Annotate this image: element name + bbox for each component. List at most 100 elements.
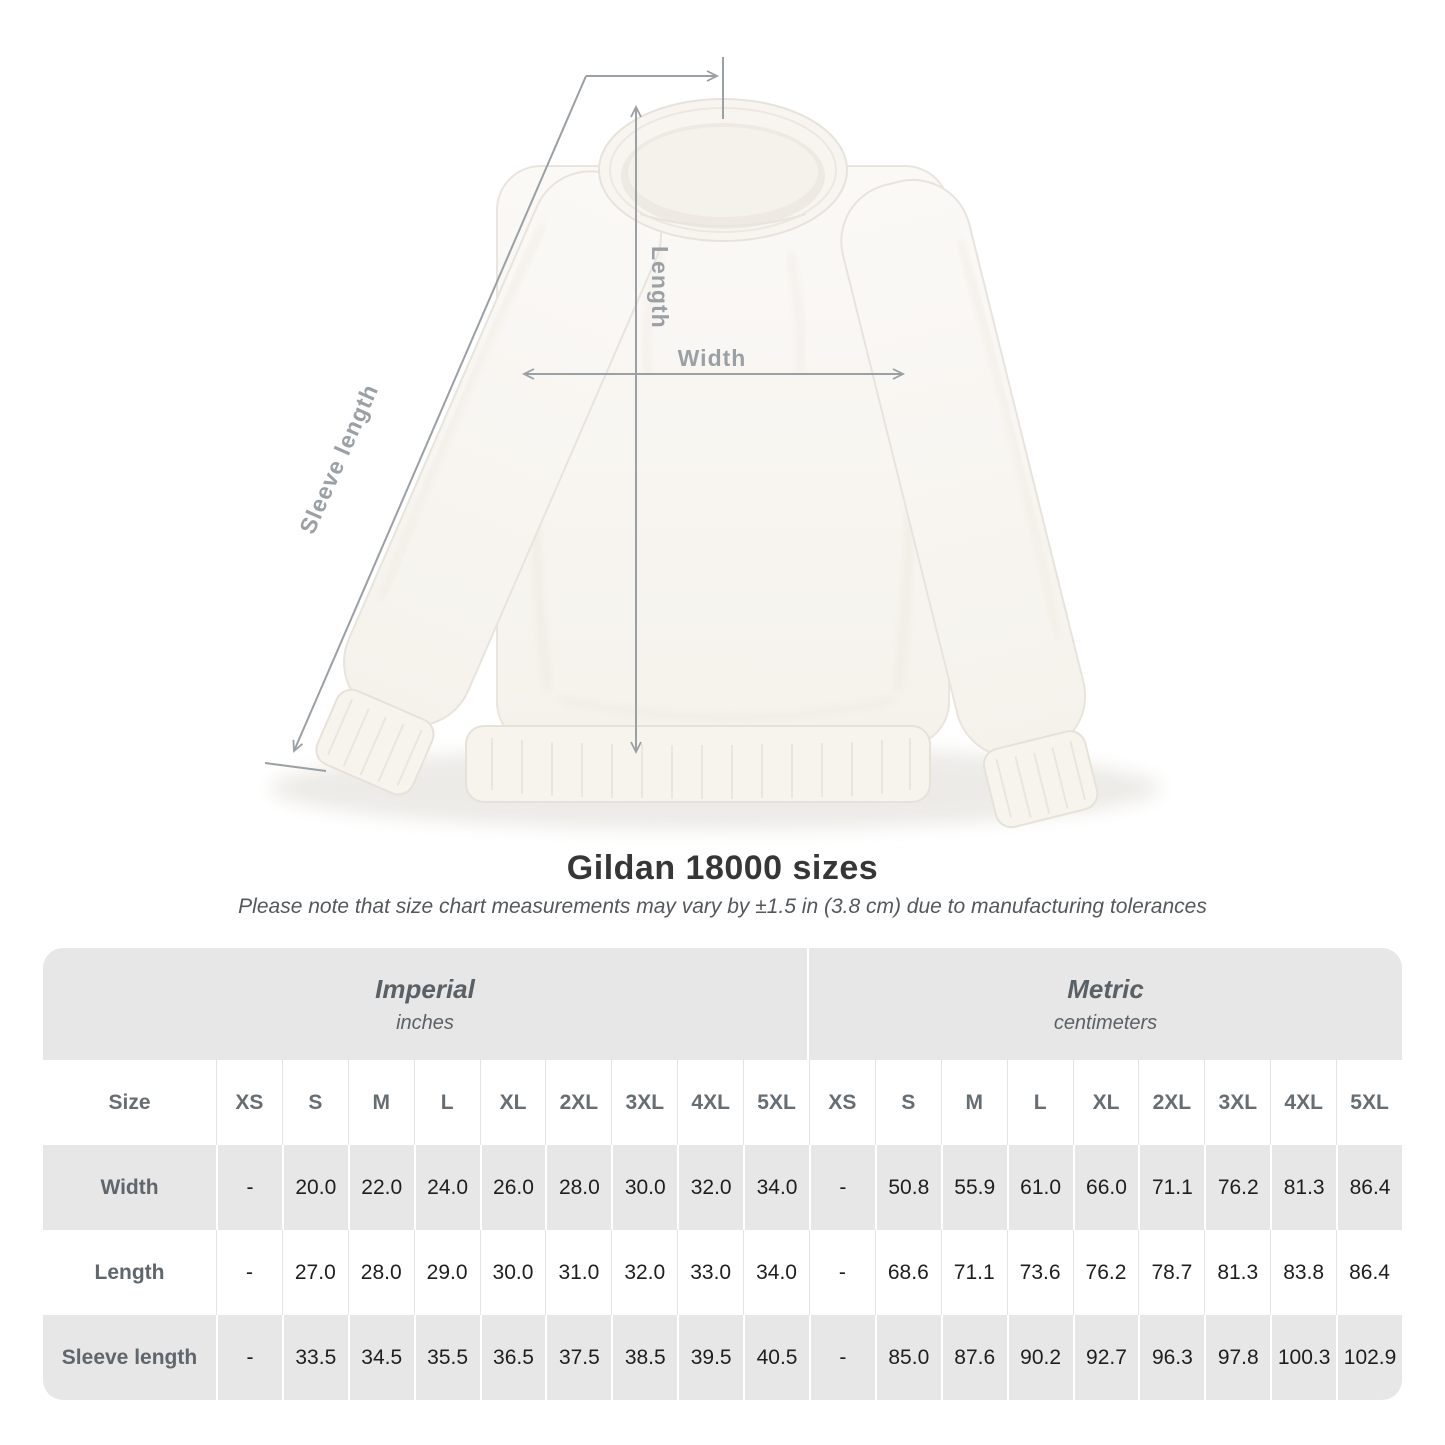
cell: 76.2 xyxy=(1204,1145,1270,1230)
cell: 100.3 xyxy=(1270,1315,1336,1400)
metric-name: Metric xyxy=(1067,973,1144,1004)
cell: 32.0 xyxy=(677,1145,743,1230)
cell: 83.8 xyxy=(1270,1230,1336,1315)
cell: 73.6 xyxy=(1006,1230,1073,1315)
size-header: Size xyxy=(108,1090,151,1114)
cell: 97.8 xyxy=(1204,1315,1270,1400)
crew-collar xyxy=(598,98,848,242)
imperial-unit: inches xyxy=(396,1011,454,1034)
cell: 22.0 xyxy=(347,1145,414,1230)
cell: 50.8 xyxy=(874,1145,941,1230)
cell: 96.3 xyxy=(1138,1315,1204,1400)
cell: - xyxy=(216,1230,282,1315)
cell: 33.0 xyxy=(677,1230,743,1315)
cell: 66.0 xyxy=(1072,1145,1139,1230)
cell: 35.5 xyxy=(413,1315,480,1400)
row-label: Width xyxy=(100,1175,159,1199)
cell: 86.4 xyxy=(1336,1230,1402,1315)
cell: 76.2 xyxy=(1072,1230,1139,1315)
size-col: 3XL xyxy=(611,1060,677,1145)
table-row-length: Length - 27.0 28.0 29.0 30.0 31.0 32.0 3… xyxy=(43,1230,1402,1315)
cell: 34.5 xyxy=(347,1315,414,1400)
cell: - xyxy=(216,1145,282,1230)
cell: 81.3 xyxy=(1204,1230,1270,1315)
size-col: XL xyxy=(1072,1060,1139,1145)
imperial-name: Imperial xyxy=(375,973,475,1004)
cell: 40.5 xyxy=(743,1315,809,1400)
size-col: L xyxy=(413,1060,480,1145)
cell: 29.0 xyxy=(413,1230,480,1315)
size-col: 2XL xyxy=(1138,1060,1204,1145)
size-col: S xyxy=(874,1060,941,1145)
cell: - xyxy=(808,1145,875,1230)
metric-unit: centimeters xyxy=(1053,1011,1158,1034)
cell: 55.9 xyxy=(940,1145,1007,1230)
size-col: XS xyxy=(808,1060,875,1145)
cell: 71.1 xyxy=(940,1230,1007,1315)
row-label: Length xyxy=(94,1260,165,1284)
size-col: S xyxy=(281,1060,348,1145)
cell: 38.5 xyxy=(611,1315,677,1400)
sweatshirt-illustration xyxy=(315,98,1099,829)
cell: 32.0 xyxy=(611,1230,677,1315)
cell: 85.0 xyxy=(874,1315,941,1400)
cell: 71.1 xyxy=(1138,1145,1204,1230)
cell: 27.0 xyxy=(281,1230,348,1315)
cell: 78.7 xyxy=(1138,1230,1204,1315)
size-col: M xyxy=(940,1060,1007,1145)
cell: 36.5 xyxy=(479,1315,546,1400)
cell: 28.0 xyxy=(545,1145,611,1230)
cell: - xyxy=(808,1230,875,1315)
cell: - xyxy=(216,1315,282,1400)
table-row-sleeve-length: Sleeve length - 33.5 34.5 35.5 36.5 37.5… xyxy=(43,1315,1402,1400)
size-col: 4XL xyxy=(1270,1060,1336,1145)
size-col: L xyxy=(1006,1060,1073,1145)
unit-header-row: Imperial inches Metric centimeters xyxy=(43,948,1402,1060)
cell: 37.5 xyxy=(545,1315,611,1400)
cell: 20.0 xyxy=(281,1145,348,1230)
hem-band xyxy=(465,725,931,803)
cell: 24.0 xyxy=(413,1145,480,1230)
sweatshirt-measurement-diagram: Length Width Sleeve length xyxy=(264,57,1160,830)
tolerance-note: Please note that size chart measurements… xyxy=(238,895,1207,918)
size-col: 2XL xyxy=(545,1060,611,1145)
page-title: Gildan 18000 sizes xyxy=(566,849,879,887)
left-sleeve xyxy=(315,170,663,796)
cell: - xyxy=(808,1315,875,1400)
size-header-row: Size XS S M L XL 2XL 3XL 4XL 5XL XS S M … xyxy=(43,1060,1402,1145)
table-row-width: Width - 20.0 22.0 24.0 26.0 28.0 30.0 32… xyxy=(43,1145,1402,1230)
size-table: Imperial inches Metric centimeters Size … xyxy=(43,948,1402,1400)
cell: 102.9 xyxy=(1336,1315,1402,1400)
right-sleeve xyxy=(840,178,1099,829)
sleeve-line-diagonal xyxy=(292,75,587,753)
cell: 92.7 xyxy=(1072,1315,1139,1400)
cuff-tick xyxy=(264,762,327,772)
size-col: 4XL xyxy=(677,1060,743,1145)
cell: 33.5 xyxy=(281,1315,348,1400)
width-label: Width xyxy=(678,345,747,371)
cell: 34.0 xyxy=(743,1230,809,1315)
cell: 31.0 xyxy=(545,1230,611,1315)
cell: 34.0 xyxy=(743,1145,809,1230)
cell: 30.0 xyxy=(479,1230,546,1315)
sleeve-length-label: Sleeve length xyxy=(294,380,383,538)
cell: 68.6 xyxy=(874,1230,941,1315)
cell: 61.0 xyxy=(1006,1145,1073,1230)
metric-header: Metric centimeters xyxy=(809,948,1402,1060)
cell: 30.0 xyxy=(611,1145,677,1230)
row-label: Sleeve length xyxy=(61,1345,198,1369)
cell: 26.0 xyxy=(479,1145,546,1230)
cell: 90.2 xyxy=(1006,1315,1073,1400)
length-label: Length xyxy=(647,246,673,329)
size-col: 5XL xyxy=(743,1060,809,1145)
cell: 39.5 xyxy=(677,1315,743,1400)
size-col: XL xyxy=(479,1060,546,1145)
size-col: 3XL xyxy=(1204,1060,1270,1145)
cell: 87.6 xyxy=(940,1315,1007,1400)
measurement-lines xyxy=(264,57,906,772)
cell: 28.0 xyxy=(347,1230,414,1315)
size-col: M xyxy=(347,1060,414,1145)
size-col: XS xyxy=(216,1060,282,1145)
cell: 86.4 xyxy=(1336,1145,1402,1230)
